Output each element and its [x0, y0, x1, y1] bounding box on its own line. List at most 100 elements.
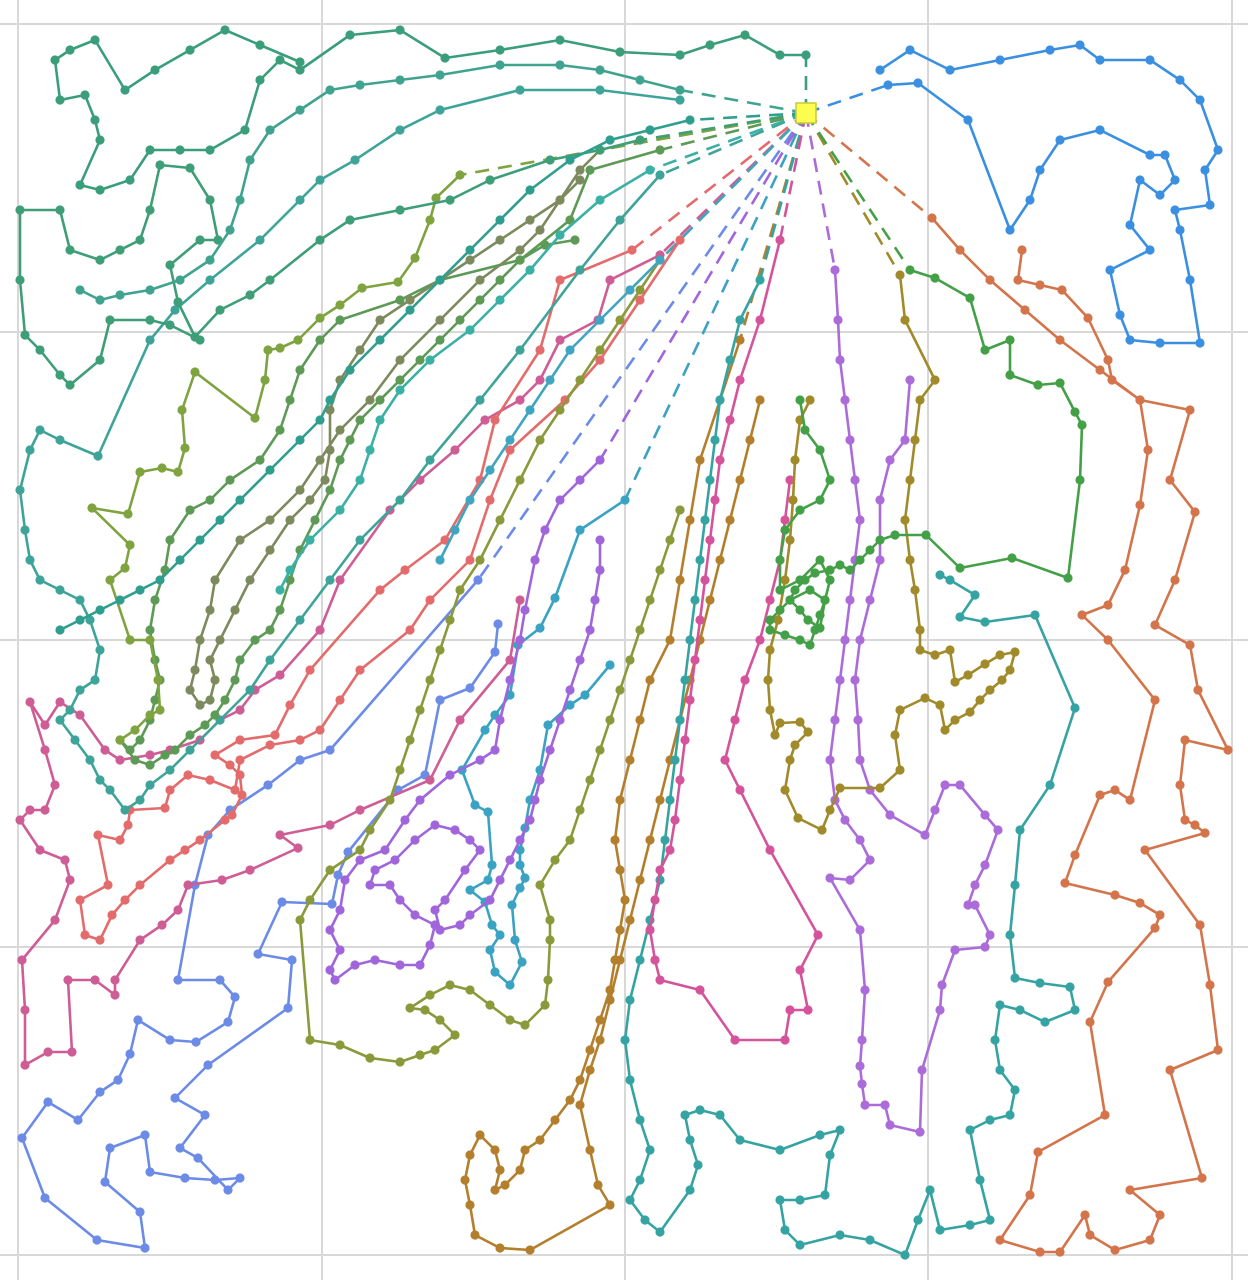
- route-16-stop-8: [1070, 407, 1080, 417]
- route-17-stop-50: [1103, 635, 1113, 645]
- route-14-stop-3: [840, 395, 850, 405]
- route-1-stop-40: [277, 897, 287, 907]
- route-14-stop-34: [970, 900, 980, 910]
- route-19-stop-22: [90, 115, 100, 125]
- route-15-stop-33: [817, 825, 827, 835]
- route-22-stop-24: [55, 625, 65, 635]
- route-6-stop-24: [75, 685, 85, 695]
- route-21-stop-1: [635, 75, 645, 85]
- route-4-stop-42: [355, 665, 365, 675]
- route-19-stop-17: [145, 145, 155, 155]
- route-18-stop-9: [1160, 150, 1170, 160]
- route-19-stop-16: [175, 145, 185, 155]
- route-16-stop-39: [815, 610, 825, 620]
- route-7-stop-23: [305, 1035, 315, 1045]
- route-11-stop-3: [685, 515, 695, 525]
- route-13-stop-3: [725, 415, 735, 425]
- route-23-stop-9: [365, 445, 375, 455]
- route-1-stop-19: [17, 1133, 27, 1143]
- route-22-stop-0: [685, 115, 695, 125]
- route-12-stop-71: [980, 617, 990, 627]
- route-5-stop-38: [475, 845, 485, 855]
- route-13-stop-26: [813, 930, 823, 940]
- route-14-stop-18: [825, 873, 835, 883]
- route-8-stop-10: [275, 425, 285, 435]
- route-3-stop-33: [50, 915, 60, 925]
- route-13-stop-11: [680, 735, 690, 745]
- route-17-stop-52: [1103, 600, 1113, 610]
- depot-link-23: [649, 111, 807, 172]
- route-18-stop-34: [905, 45, 915, 55]
- route-5-stop-59: [595, 535, 605, 545]
- route-7-stop-8: [495, 515, 505, 525]
- route-22-stop-5: [495, 215, 505, 225]
- route-24-stop-1: [625, 285, 635, 295]
- route-19: [50, 25, 811, 195]
- route-13-stop-12: [675, 775, 685, 785]
- route-5-stop-51: [535, 775, 545, 785]
- route-9-stop-33: [355, 345, 365, 355]
- route-7-stop-9: [475, 555, 485, 565]
- route-10-stop-28: [145, 710, 155, 720]
- route-12-stop-55: [1010, 1085, 1020, 1095]
- route-2-stop-9: [470, 800, 480, 810]
- route-14-stop-38: [993, 825, 1003, 835]
- route-4-stop-16: [227, 810, 237, 820]
- route-18-stop-31: [1045, 45, 1055, 55]
- route-5-stop-32: [370, 865, 380, 875]
- route-4-stop-10: [270, 730, 280, 740]
- route-14-stop-22: [855, 1061, 865, 1071]
- route-5-stop-35: [430, 820, 440, 830]
- route-12-stop-14: [660, 835, 670, 845]
- route-8-stop-49: [435, 335, 445, 345]
- depot-link-15: [804, 112, 902, 276]
- route-line-15: [766, 273, 1017, 832]
- route-3-stop-52: [355, 805, 365, 815]
- route-17-stop-31: [1080, 1210, 1090, 1220]
- route-14-stop-54: [900, 435, 910, 445]
- route-6-stop-2: [575, 265, 585, 275]
- route-12-stop-66: [1010, 880, 1020, 890]
- route-5-stop-39: [460, 865, 470, 875]
- route-7-stop-35: [465, 985, 475, 995]
- route-3-stop-39: [63, 975, 73, 985]
- route-9-stop-25: [245, 575, 255, 585]
- route-11-stop-10: [610, 835, 620, 845]
- route-3-stop-31: [60, 855, 70, 865]
- route-7-stop-26: [395, 1057, 405, 1067]
- route-22-stop-19: [155, 575, 165, 585]
- route-3-stop-47: [217, 875, 227, 885]
- route-3-stop-44: [157, 920, 167, 930]
- route-11-stop-45: [645, 835, 655, 845]
- route-10-stop-17: [157, 463, 167, 473]
- route-13-stop-28: [735, 785, 745, 795]
- route-21-stop-10: [265, 125, 275, 135]
- route-7-stop-11: [445, 615, 455, 625]
- route-7-stop-27: [415, 1050, 425, 1060]
- depot-link-1: [476, 112, 808, 581]
- route-17-stop-62: [1013, 275, 1023, 285]
- route-8-stop-27: [145, 760, 155, 770]
- route-3-stop-36: [20, 1060, 30, 1070]
- route-1-stop-47: [465, 683, 475, 693]
- route-8-stop-37: [265, 625, 275, 635]
- route-16-stop-46: [780, 525, 790, 535]
- route-12-stop-32: [715, 1110, 725, 1120]
- route-15-stop-32: [825, 805, 835, 815]
- route-7-stop-37: [505, 1015, 515, 1025]
- route-2-stop-11: [487, 860, 497, 870]
- route-18-stop-16: [1115, 310, 1125, 320]
- route-2-stop-30: [543, 720, 553, 730]
- route-18-stop-11: [1155, 190, 1165, 200]
- route-23-stop-8: [375, 415, 385, 425]
- route-18-stop-30: [1075, 40, 1085, 50]
- route-3-stop-50: [275, 830, 285, 840]
- route-15-stop-30: [875, 783, 885, 793]
- route-12-stop-61: [1070, 1005, 1080, 1015]
- route-6-stop-49: [675, 95, 685, 105]
- route-5-stop-52: [545, 745, 555, 755]
- route-8-stop-26: [130, 755, 140, 765]
- route-4-stop-44: [425, 595, 435, 605]
- route-21-stop-0: [675, 85, 685, 95]
- route-9-stop-4: [515, 245, 525, 255]
